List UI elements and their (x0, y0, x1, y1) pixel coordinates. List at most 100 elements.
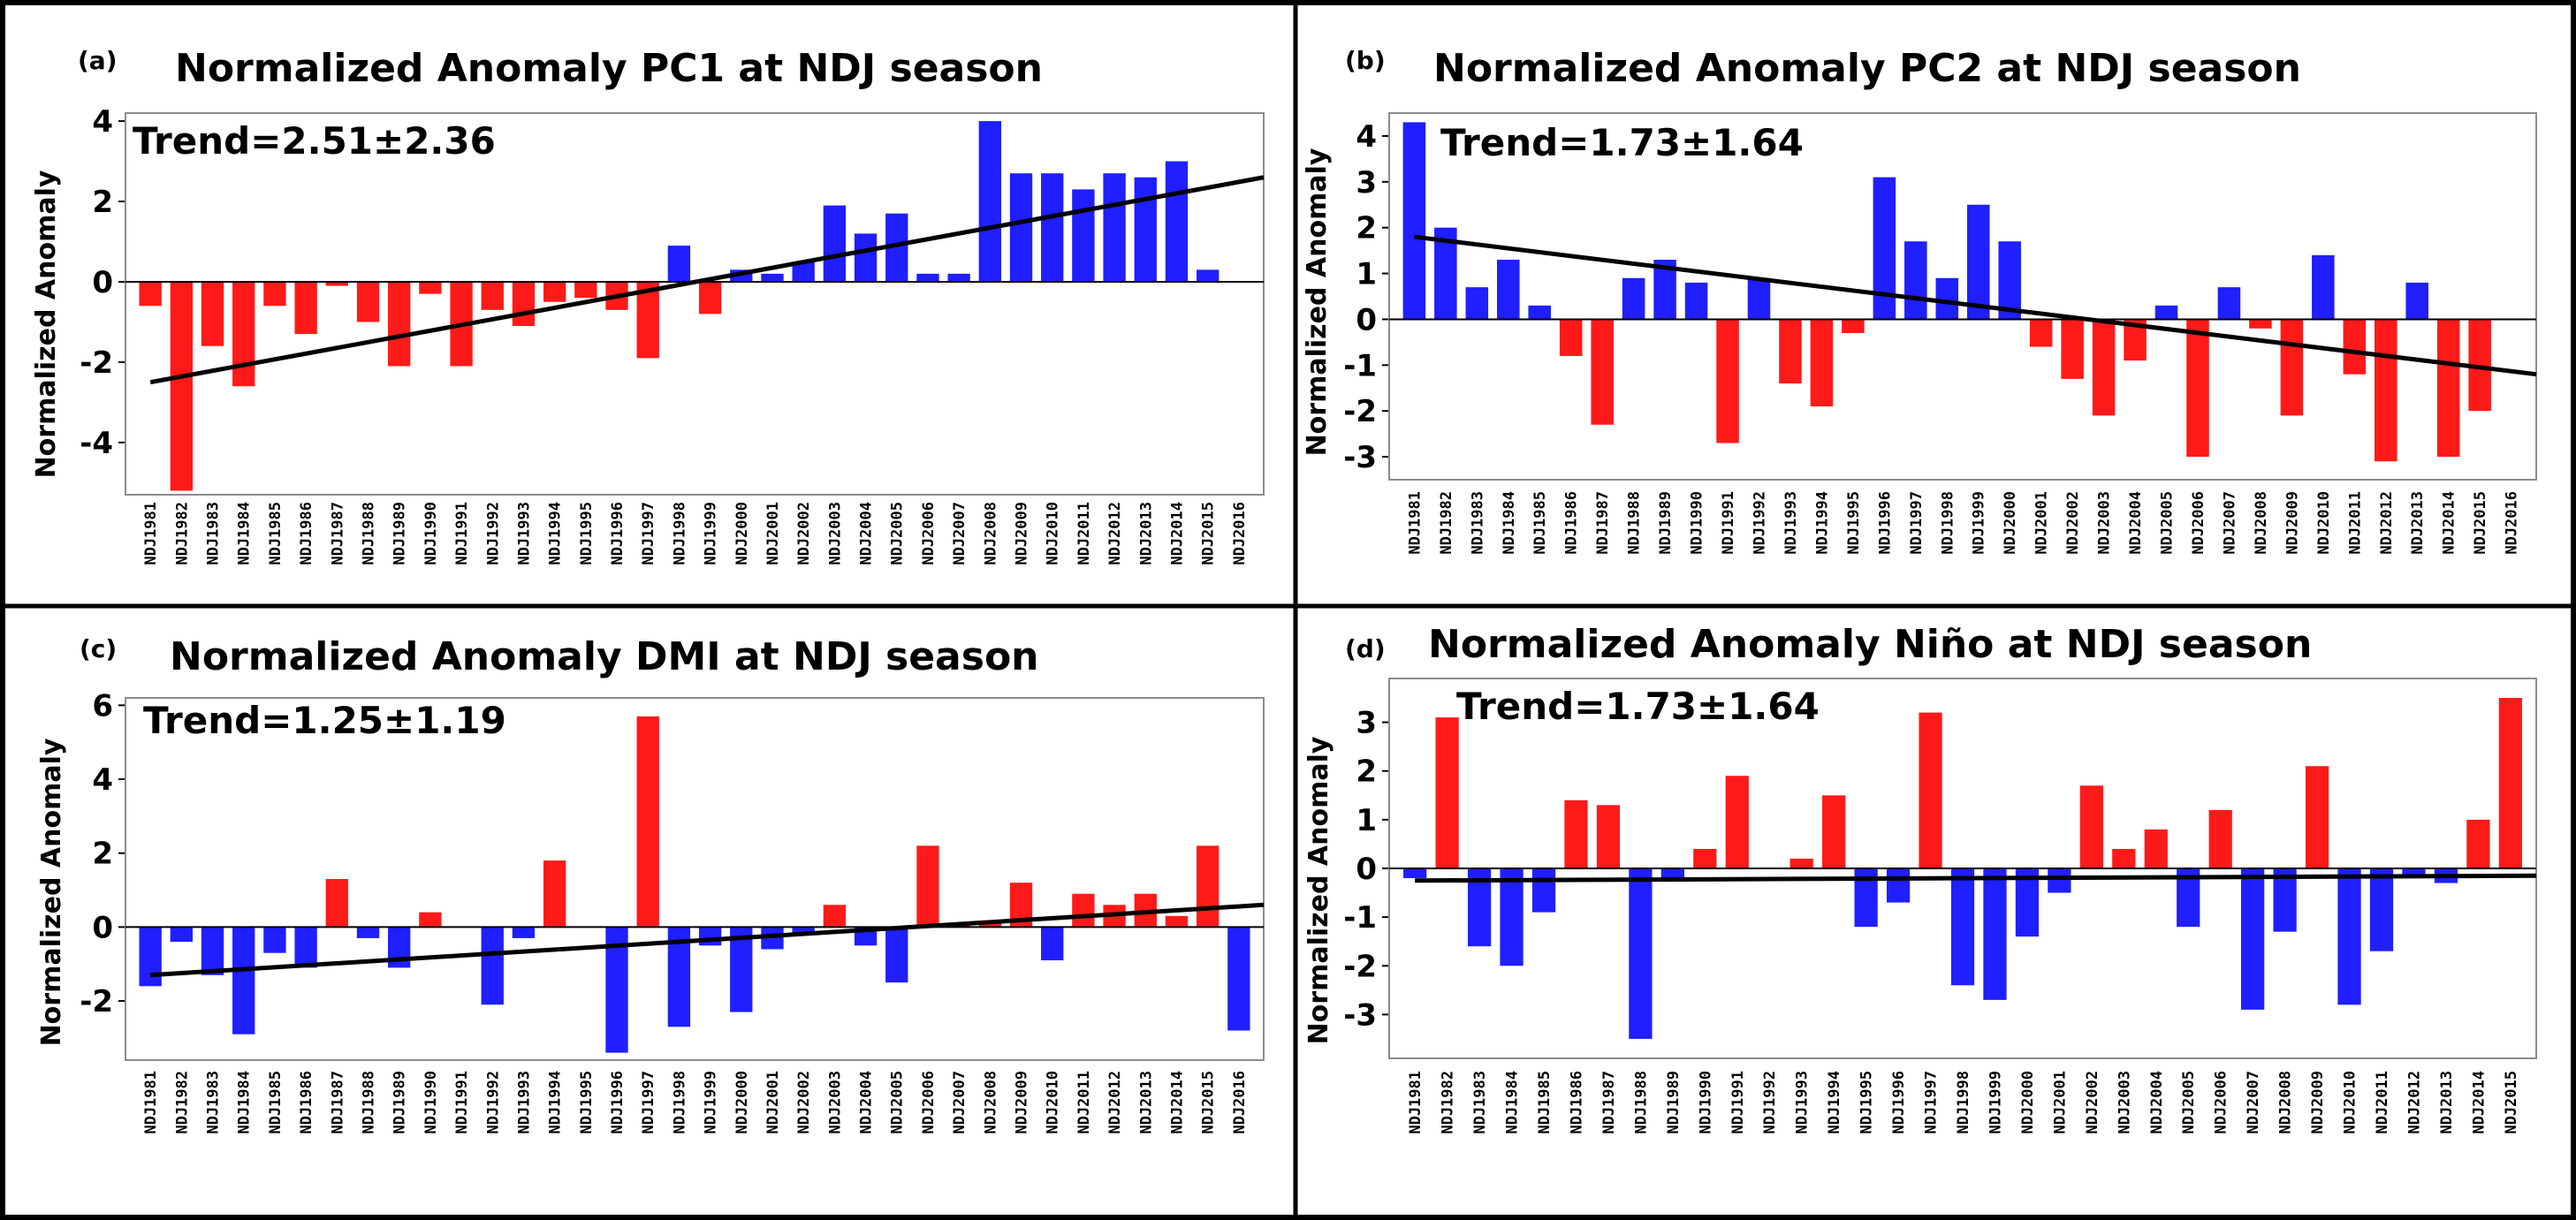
panel-a-y-tick-label: -2 (80, 345, 113, 381)
panel-b-x-tick-label: NDJ1993 (1782, 491, 1800, 555)
panel-c-bar (139, 927, 162, 987)
panel-a-x-tick-label: NDJ1998 (671, 502, 688, 565)
panel-b-bar (2154, 305, 2178, 320)
panel-d-x-tick-label: NDJ1981 (1407, 1071, 1425, 1134)
panel-d-x-tick-label: NDJ2009 (2309, 1071, 2327, 1134)
panel-d-x-tick-label: NDJ1987 (1600, 1071, 1618, 1134)
panel-c-y-tick-label: 6 (92, 688, 113, 724)
panel-b-bar (1496, 260, 1520, 320)
panel-b-bar (2092, 319, 2116, 416)
panel-d-y-tick-label: 0 (1356, 852, 1377, 887)
panel-b-x-tick-label: NDJ1989 (1657, 491, 1675, 555)
panel-d-x-tick-label: NDJ1999 (1987, 1071, 2004, 1134)
panel-a-x-tick-label: NDJ2014 (1168, 502, 1186, 565)
panel-a-x-tick-label: NDJ1985 (267, 502, 285, 565)
panel-a-x-tick-label: NDJ1991 (453, 502, 471, 565)
panel-c-x-tick-label: NDJ2014 (1168, 1071, 1186, 1134)
panel-d-x-tick-label: NDJ1989 (1665, 1071, 1683, 1134)
panel-c-bar (1165, 915, 1189, 928)
panel-a-x-tick-label: NDJ2002 (795, 502, 813, 565)
panel-b-x-tick-label: NDJ2009 (2283, 491, 2301, 555)
panel-b-bar (1559, 319, 1583, 356)
panel-d-y-tick-label: 2 (1356, 754, 1377, 790)
panel-b-x-ticks: NDJ1981 NDJ1982 NDJ1983 NDJ1984 NDJ1985 NDJ19… (1406, 491, 2520, 555)
panel-b-x-tick-label: NDJ1985 (1531, 491, 1549, 555)
panel-b-x-tick-label: NDJ2000 (2002, 491, 2019, 555)
panel-c-x-ticks: NDJ1981 NDJ1982 NDJ1983 NDJ1984 NDJ1985 NDJ19… (142, 1071, 1249, 1134)
panel-d-bar (1950, 868, 1975, 986)
panel-a-bar (356, 281, 380, 322)
panel-c-x-tick-label: NDJ1982 (173, 1071, 191, 1134)
panel-b-y-tick-label: 1 (1356, 257, 1377, 292)
panel-d-x-tick-label: NDJ1983 (1471, 1071, 1489, 1134)
panel-c-x-tick-label: NDJ1987 (329, 1071, 346, 1134)
panel-b-bar (2405, 282, 2429, 320)
panel-d-y-ticks: -3 -2 -1 0 1 2 3 (1343, 706, 1389, 1033)
panel-c-trend-label: Trend=1.25±1.19 (143, 699, 506, 742)
panel-d-x-tick-label: NDJ2000 (2019, 1071, 2037, 1134)
panel-a-x-tick-label: NDJ2003 (826, 502, 844, 565)
panel-c-x-tick-label: NDJ2010 (1045, 1071, 1062, 1134)
panel-d-bar (2305, 766, 2329, 868)
panel-a-x-tick-label: NDJ2009 (1014, 502, 1031, 565)
panel-d-x-tick-label: NDJ2011 (2374, 1071, 2391, 1134)
panel-b-letter: (b) (1345, 46, 1386, 75)
panel-d-bar (1531, 868, 1556, 913)
panel-a-bar (854, 233, 878, 282)
panel-d-x-tick-label: NDJ2002 (2084, 1071, 2101, 1134)
panel-a-x-tick-label: NDJ1990 (422, 502, 440, 565)
panel-d-x-tick-label: NDJ1982 (1440, 1071, 1457, 1134)
panel-a-x-tick-label: NDJ1999 (703, 502, 720, 565)
panel-d-bar (1660, 868, 1684, 879)
panel-c-x-tick-label: NDJ2003 (826, 1071, 844, 1134)
panel-b-x-tick-label: NDJ2003 (2096, 491, 2114, 555)
panel-c-y-ticks: -2 0 2 4 6 (80, 688, 125, 1019)
panel-c-x-tick-label: NDJ1998 (671, 1071, 688, 1134)
panel-a-x-tick-label: NDJ1994 (547, 502, 565, 565)
panel-b-x-tick-label: NDJ2005 (2159, 491, 2177, 555)
panel-c-x-tick-label: NDJ2008 (982, 1071, 999, 1134)
panel-d-bar (2369, 868, 2394, 951)
panel-c-x-tick-label: NDJ1997 (640, 1071, 657, 1134)
panel-b-bar (1842, 319, 1865, 333)
panel-c-y-tick-label: 2 (92, 837, 113, 872)
panel-a-x-tick-label: NDJ1981 (142, 502, 160, 565)
panel-c-x-tick-label: NDJ1988 (360, 1071, 377, 1134)
panel-b-x-tick-label: NDJ1982 (1438, 491, 1455, 555)
panel-b-bar (2217, 287, 2241, 320)
panel-c-bar (636, 716, 659, 928)
panel-c-x-tick-label: NDJ2016 (1231, 1071, 1249, 1134)
panel-d-bars (1403, 698, 2522, 1039)
panel-a-bar (201, 281, 224, 346)
panel-c-x-tick-label: NDJ1994 (547, 1071, 565, 1134)
panel-a-x-tick-label: NDJ1984 (236, 502, 254, 565)
panel-b-bar (1465, 287, 1489, 320)
panel-b-x-tick-label: NDJ2014 (2441, 491, 2458, 555)
panel-a-bar (1041, 173, 1064, 282)
panel-a-bars (139, 121, 1250, 491)
panel-b-bar (2280, 319, 2304, 416)
panel-a-bar (263, 281, 286, 307)
panel-d-x-tick-label: NDJ2014 (2470, 1071, 2488, 1134)
panel-c-x-tick-label: NDJ2015 (1200, 1071, 1218, 1134)
panel-c-y-tick-label: -2 (80, 984, 113, 1019)
panel-a: (a) Normalized Anomaly PC1 at NDJ season… (31, 46, 1265, 565)
panel-c-x-tick-label: NDJ2000 (733, 1071, 751, 1134)
panel-b: (b) Normalized Anomaly PC2 at NDJ season… (1302, 46, 2537, 555)
panel-b-x-tick-label: NDJ2015 (2472, 491, 2489, 555)
panel-d-x-tick-label: NDJ2008 (2277, 1071, 2295, 1134)
panel-a-y-axis-label: Normalized Anomaly (31, 170, 62, 478)
panel-d-x-tick-label: NDJ1988 (1632, 1071, 1650, 1134)
panel-a-x-tick-label: NDJ2005 (889, 502, 907, 565)
panel-b-bar (1591, 319, 1614, 425)
panel-a-bar (139, 281, 162, 307)
panel-b-x-tick-label: NDJ2016 (2504, 491, 2521, 555)
panel-b-bar (1966, 204, 1990, 320)
panel-d-bar (1919, 712, 1942, 868)
panel-d-x-tick-label: NDJ2007 (2245, 1071, 2262, 1134)
panel-b-x-tick-label: NDJ2006 (2190, 491, 2207, 555)
panel-c-bar (978, 923, 1001, 928)
panel-c-x-tick-label: NDJ1999 (703, 1071, 720, 1134)
panel-d-x-tick-label: NDJ2010 (2342, 1071, 2359, 1134)
